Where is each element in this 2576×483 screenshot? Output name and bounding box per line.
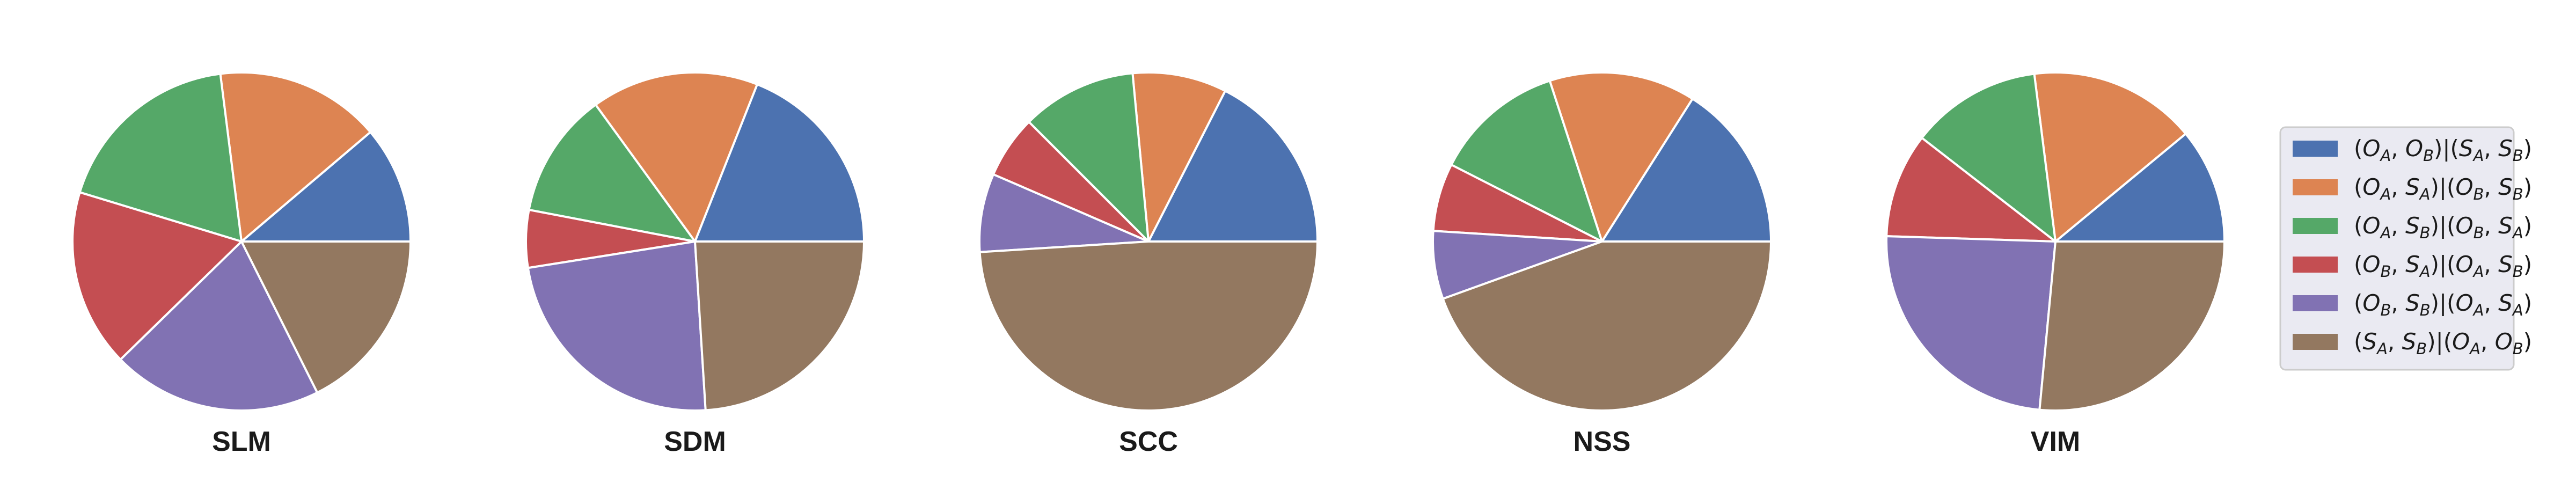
pie-slice-vim-1 xyxy=(2054,133,2226,243)
pie-slice-sdm-1 xyxy=(694,83,865,243)
pie-slice-vim-6 xyxy=(2038,240,2226,412)
pies-layer: SLM SDM SCC NSS VIM xyxy=(71,71,2226,457)
pie-slice-sdm-5 xyxy=(526,240,707,412)
pie-slice-scc-3 xyxy=(1028,72,1150,243)
legend-label-3: (OA, SB)|(OB, SA) xyxy=(2354,213,2532,242)
legend-swatch-5 xyxy=(2293,295,2338,311)
pie-slice-nss-2 xyxy=(1548,71,1694,243)
pie-slice-vim-4 xyxy=(1885,136,2057,243)
pie-scc: SCC xyxy=(978,71,1319,457)
pie-slice-nss-5 xyxy=(1432,230,1603,300)
legend-swatch-4 xyxy=(2293,257,2338,273)
pie-nss: NSS xyxy=(1432,71,1772,457)
legend-item-2: (OA, SA)|(OB, SB) xyxy=(2293,174,2532,203)
pie-slice-nss-3 xyxy=(1450,79,1603,243)
legend-item-4: (OB, SA)|(OA, SB) xyxy=(2293,251,2532,281)
pie-slice-slm-6 xyxy=(240,240,412,394)
legend-item-6: (SA, SB)|(OA, OB) xyxy=(2293,328,2532,358)
pie-title-vim: VIM xyxy=(2031,426,2080,457)
legend-box xyxy=(2279,126,2515,371)
legend-item-3: (OA, SB)|(OB, SA) xyxy=(2293,213,2532,242)
legend-label-1: (OA, OB)|(SA, SB) xyxy=(2354,135,2532,165)
pie-slice-vim-5 xyxy=(1885,235,2057,411)
pie-slice-slm-5 xyxy=(119,240,319,412)
legend-label-2: (OA, SA)|(OB, SB) xyxy=(2354,174,2532,203)
pie-title-slm: SLM xyxy=(212,426,271,457)
pie-vim: VIM xyxy=(1885,71,2226,457)
legend-swatch-1 xyxy=(2293,141,2338,157)
pie-slice-sdm-2 xyxy=(594,71,758,243)
pie-slice-sdm-6 xyxy=(694,240,865,412)
pie-slice-nss-1 xyxy=(1601,98,1772,243)
legend-swatch-6 xyxy=(2293,334,2338,350)
legend-label-6: (SA, SB)|(OA, OB) xyxy=(2354,328,2532,358)
pie-slice-slm-3 xyxy=(78,72,243,243)
legend: (OA, OB)|(SA, SB) (OA, SA)|(OB, SB) (OA, S… xyxy=(2279,126,2532,371)
pie-slice-vim-2 xyxy=(2033,71,2187,243)
pie-slice-sdm-3 xyxy=(528,104,696,243)
pie-slm: SLM xyxy=(71,71,412,457)
pie-slice-scc-1 xyxy=(1147,90,1319,243)
pie-slice-slm-4 xyxy=(71,191,243,361)
pie-slice-scc-5 xyxy=(978,173,1150,253)
pie-slice-scc-4 xyxy=(992,121,1150,243)
legend-swatch-2 xyxy=(2293,179,2338,195)
pie-slice-scc-6 xyxy=(978,240,1319,412)
pie-slice-slm-2 xyxy=(219,71,372,243)
pie-slice-vim-3 xyxy=(1921,72,2057,243)
pie-title-sdm: SDM xyxy=(664,426,726,457)
pie-slice-scc-2 xyxy=(1131,71,1227,243)
pie-slice-nss-4 xyxy=(1432,163,1603,243)
pie-title-scc: SCC xyxy=(1119,426,1178,457)
legend-item-5: (OB, SB)|(OA, SA) xyxy=(2293,290,2532,319)
legend-label-4: (OB, SA)|(OA, SB) xyxy=(2354,251,2532,281)
pie-sdm: SDM xyxy=(525,71,865,457)
pie-slice-nss-6 xyxy=(1441,240,1772,412)
legend-swatch-3 xyxy=(2293,218,2338,234)
legend-item-1: (OA, OB)|(SA, SB) xyxy=(2293,135,2532,165)
pie-title-nss: NSS xyxy=(1574,426,1631,457)
legend-items: (OA, OB)|(SA, SB) (OA, SA)|(OB, SB) (OA, S… xyxy=(2293,135,2532,358)
pie-slice-slm-1 xyxy=(240,131,412,243)
legend-label-5: (OB, SB)|(OA, SA) xyxy=(2354,290,2532,319)
